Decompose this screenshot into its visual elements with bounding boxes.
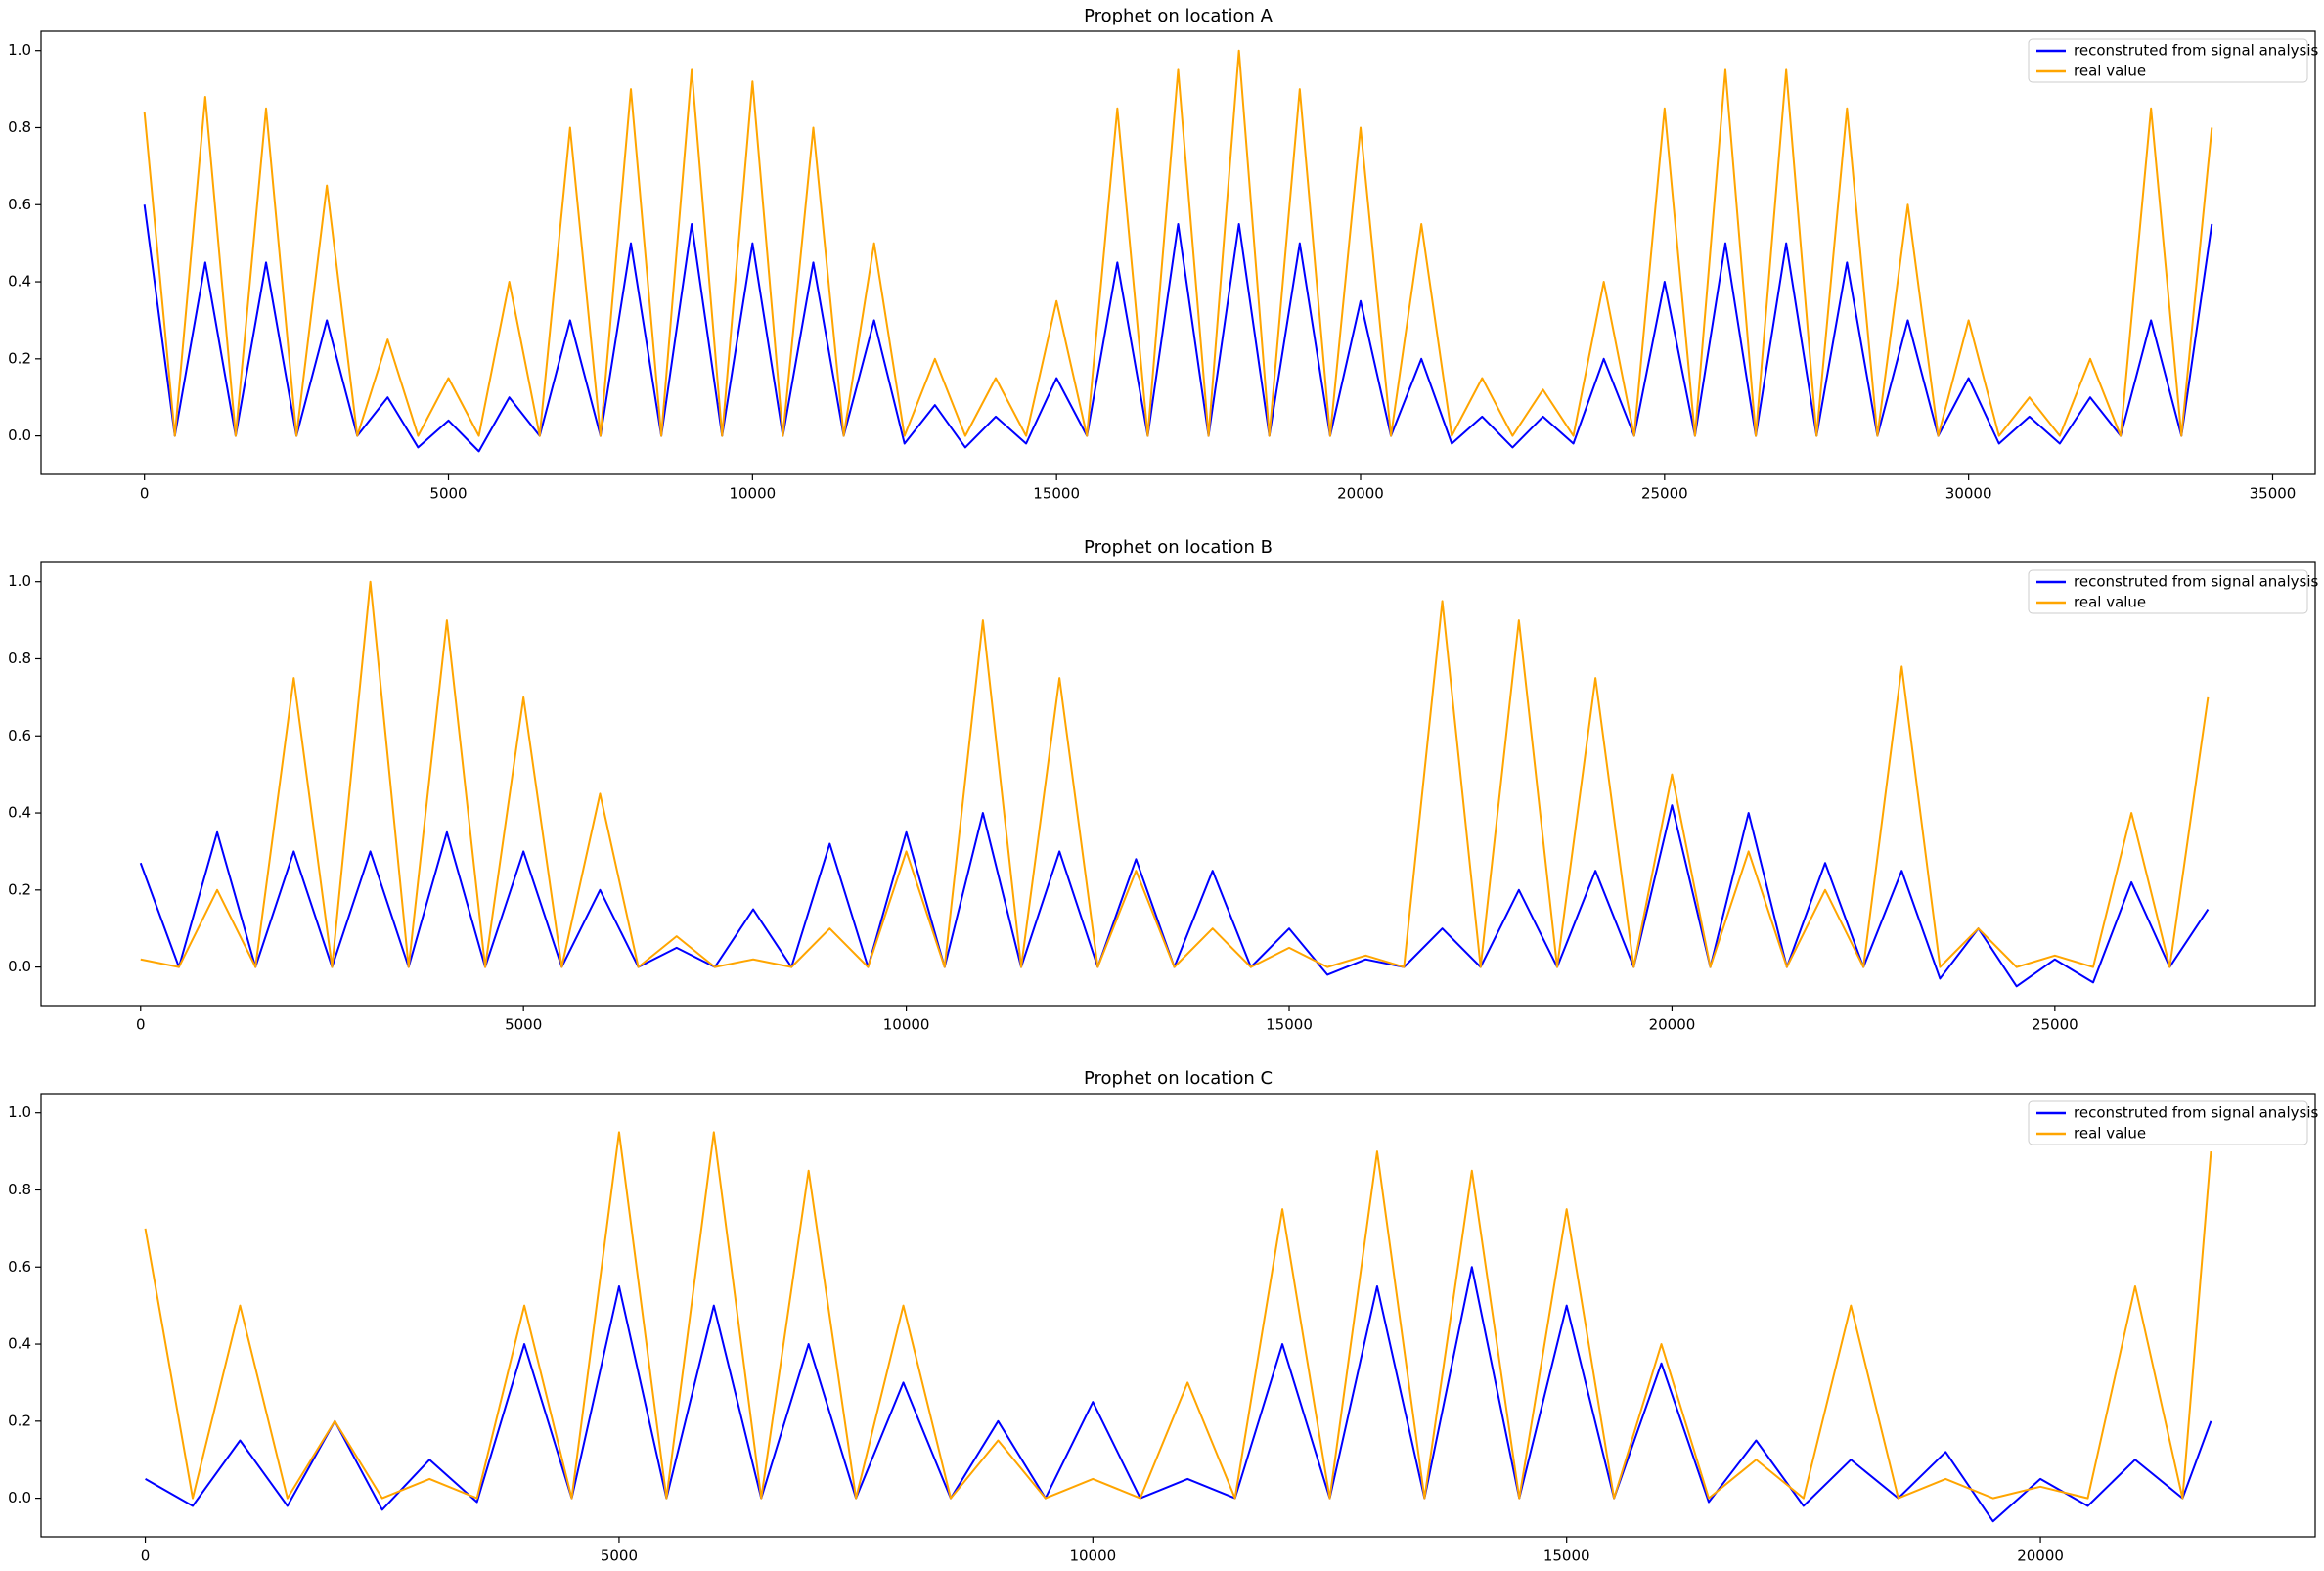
x-tick-label: 20000 [1649,1016,1696,1034]
subplot: Prophet on location A 0.0 0.2 0.4 0.6 0.8 1.0 0… [8,6,2318,503]
y-tick-label: 0.0 [8,958,31,975]
y-tick-label: 0.4 [8,1335,31,1353]
subplot: Prophet on location C 0.0 0.2 0.4 0.6 0.8 1.0 0… [8,1068,2318,1565]
legend-label: real value [2074,63,2146,80]
y-tick-label: 0.2 [8,880,31,898]
x-tick-label: 5000 [505,1016,542,1034]
y-tick-label: 0.8 [8,1181,31,1198]
x-tick-label: 35000 [2250,485,2297,503]
x-tick-label: 20000 [1337,485,1384,503]
legend-label: reconstruted from signal analysis [2074,42,2318,60]
data-line [139,804,2210,988]
y-tick-label: 1.0 [8,41,31,59]
axes-frame [40,1093,2316,1538]
y-tick-label: 0.4 [8,804,31,822]
chart-title: Prophet on location C [1084,1068,1273,1089]
legend-label: reconstruted from signal analysis [2074,1104,2318,1122]
y-tick-label: 0.8 [8,650,31,667]
x-tick-label: 25000 [2032,1016,2078,1034]
x-tick-label: 0 [141,1548,151,1565]
subplot: Prophet on location B 0.0 0.2 0.4 0.6 0.8 1.0 0… [8,537,2318,1034]
chart-title: Prophet on location A [1084,6,1274,26]
y-tick-label: 0.6 [8,727,31,744]
legend-box [2028,1100,2308,1145]
y-tick-label: 0.8 [8,118,31,136]
y-tick-label: 0.6 [8,1258,31,1276]
y-tick-label: 1.0 [8,572,31,590]
x-tick-label: 5000 [601,1548,638,1565]
y-tick-label: 0.2 [8,349,31,367]
x-tick-label: 25000 [1641,485,1688,503]
x-tick-label: 20000 [2017,1548,2064,1565]
legend-label: reconstruted from signal analysis [2074,573,2318,591]
plot-area [139,580,2210,988]
y-tick-label: 0.0 [8,1489,31,1506]
legend-label: real value [2074,1125,2146,1143]
chart-title: Prophet on location B [1084,537,1273,558]
y-tick-label: 1.0 [8,1103,31,1121]
data-line [143,49,2213,437]
x-tick-label: 10000 [1069,1548,1116,1565]
x-tick-label: 10000 [883,1016,930,1034]
data-line [144,1131,2212,1500]
data-line [140,580,2210,968]
y-tick-label: 0.6 [8,196,31,213]
axes-frame [40,561,2316,1007]
x-tick-label: 0 [136,1016,146,1034]
axes-frame [40,30,2316,475]
data-line [145,1266,2212,1523]
x-tick-label: 0 [140,485,150,503]
x-tick-label: 10000 [729,485,776,503]
plot-area [144,1131,2212,1523]
legend-box [2028,569,2308,614]
y-tick-label: 0.0 [8,426,31,444]
x-tick-label: 15000 [1033,485,1080,503]
y-tick-label: 0.2 [8,1412,31,1429]
x-tick-label: 15000 [1543,1548,1590,1565]
y-tick-label: 0.4 [8,273,31,291]
plot-area [143,49,2213,453]
data-line [143,204,2213,453]
legend-box [2028,38,2308,83]
x-tick-label: 30000 [1945,485,1992,503]
legend-label: real value [2074,594,2146,611]
x-tick-label: 15000 [1266,1016,1313,1034]
x-tick-label: 5000 [429,485,467,503]
